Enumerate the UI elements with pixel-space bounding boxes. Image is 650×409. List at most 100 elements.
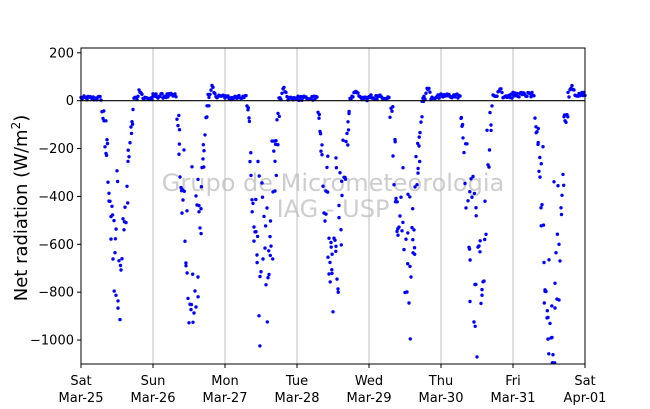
data-point <box>555 232 560 236</box>
data-point <box>112 289 116 293</box>
data-point <box>105 138 109 142</box>
data-point <box>108 199 112 203</box>
data-point <box>191 320 195 324</box>
data-point <box>551 353 555 357</box>
data-point <box>330 271 334 276</box>
data-point <box>406 192 410 196</box>
data-point <box>402 247 406 252</box>
x-tick-day: Mon <box>211 374 238 389</box>
data-point <box>401 220 405 225</box>
data-point <box>246 106 250 110</box>
data-point <box>532 94 536 98</box>
data-point <box>488 110 492 115</box>
y-axis: 200 0 −200 −400 −600 −800 −1000 <box>30 46 81 349</box>
data-point <box>196 177 200 182</box>
data-point <box>487 148 492 152</box>
data-point <box>539 162 543 166</box>
data-point <box>276 143 280 147</box>
data-point <box>393 140 397 144</box>
data-point <box>515 91 519 96</box>
data-point <box>320 143 324 147</box>
data-point <box>542 301 546 305</box>
data-point <box>199 231 203 236</box>
data-point <box>404 237 408 241</box>
data-point <box>408 195 412 199</box>
data-point <box>552 180 556 184</box>
data-point <box>136 94 140 99</box>
data-point <box>396 233 400 237</box>
data-point <box>478 250 482 254</box>
data-point <box>560 193 564 197</box>
data-point <box>530 90 534 95</box>
data-point <box>271 257 275 261</box>
data-point <box>394 196 398 201</box>
data-point <box>408 264 412 269</box>
data-point <box>117 259 121 263</box>
data-point <box>197 210 201 214</box>
data-point <box>356 91 360 95</box>
data-point <box>474 214 478 218</box>
data-point <box>480 287 484 292</box>
data-point <box>194 305 198 309</box>
data-point <box>556 184 560 188</box>
data-point <box>392 183 396 187</box>
data-point <box>121 217 125 221</box>
data-point <box>536 126 540 131</box>
data-point <box>249 151 253 155</box>
data-point <box>185 209 189 213</box>
data-point <box>115 169 119 173</box>
data-point <box>160 91 164 96</box>
data-point <box>250 198 254 202</box>
data-point <box>113 237 118 241</box>
data-point <box>336 287 340 291</box>
data-point <box>387 95 391 100</box>
data-point <box>324 212 328 216</box>
data-point <box>437 96 441 100</box>
data-point <box>269 244 273 248</box>
data-point <box>257 314 261 318</box>
data-point <box>564 120 568 125</box>
data-point <box>113 251 117 255</box>
y-axis-title: Net radiation (W/m2) <box>9 115 32 302</box>
data-point <box>317 116 321 120</box>
data-point <box>196 295 200 299</box>
data-point <box>346 128 351 132</box>
data-point <box>268 253 272 258</box>
data-point <box>264 283 268 287</box>
data-point <box>547 352 551 356</box>
data-point <box>175 117 179 121</box>
x-tick-date: Mar-26 <box>131 391 176 406</box>
data-point <box>570 83 574 88</box>
data-point <box>177 152 181 156</box>
data-point <box>344 139 348 144</box>
data-point <box>107 191 111 195</box>
data-point <box>418 159 422 164</box>
data-point <box>260 181 264 185</box>
data-point <box>415 183 419 187</box>
data-point <box>561 172 565 177</box>
data-point <box>181 198 185 202</box>
data-point <box>186 296 190 301</box>
data-point <box>182 189 186 193</box>
data-point <box>191 272 195 276</box>
data-point <box>369 93 373 97</box>
data-point <box>395 229 399 234</box>
data-point <box>500 90 504 95</box>
data-point <box>185 271 189 275</box>
data-point <box>154 92 158 96</box>
data-point <box>211 85 215 90</box>
data-point <box>274 173 278 178</box>
data-point <box>177 113 181 118</box>
data-point <box>401 166 405 170</box>
data-point <box>126 201 130 205</box>
data-point <box>189 302 194 307</box>
data-point <box>558 259 562 263</box>
data-point <box>275 118 279 122</box>
data-point <box>325 190 330 194</box>
data-point <box>499 87 503 91</box>
data-point <box>255 253 259 257</box>
x-tick-day: Sat <box>70 374 91 389</box>
x-tick-date: Mar-25 <box>59 391 104 406</box>
data-point <box>346 143 350 147</box>
data-point <box>409 275 413 279</box>
